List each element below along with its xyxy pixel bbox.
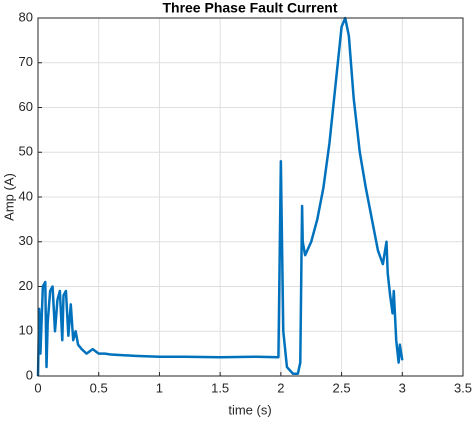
y-tick-label: 30	[19, 233, 33, 248]
y-tick-label: 0	[26, 367, 33, 382]
y-tick-label: 10	[19, 323, 33, 338]
x-tick-label: 1.5	[211, 380, 229, 395]
y-tick-label: 60	[19, 99, 33, 114]
y-tick-label: 70	[19, 54, 33, 69]
x-tick-label: 2.5	[333, 380, 351, 395]
data-line	[36, 16, 404, 377]
x-tick-label: 3	[399, 380, 406, 395]
x-tick-label: 1	[156, 380, 163, 395]
x-tick-label: 3.5	[454, 380, 472, 395]
y-axis-label: Amp (A)	[1, 173, 16, 221]
y-tick-label: 40	[19, 188, 33, 203]
x-axis-label: time (s)	[228, 402, 271, 417]
y-tick-label: 20	[19, 278, 33, 293]
x-tick-label: 2	[277, 380, 284, 395]
axes-box	[37, 17, 464, 377]
y-tick-label: 50	[19, 144, 33, 159]
chart-title: Three Phase Fault Current	[162, 0, 337, 16]
x-tick-label: 0	[34, 380, 41, 395]
y-tick-label: 80	[19, 9, 33, 24]
x-tick-label: 0.5	[90, 380, 108, 395]
